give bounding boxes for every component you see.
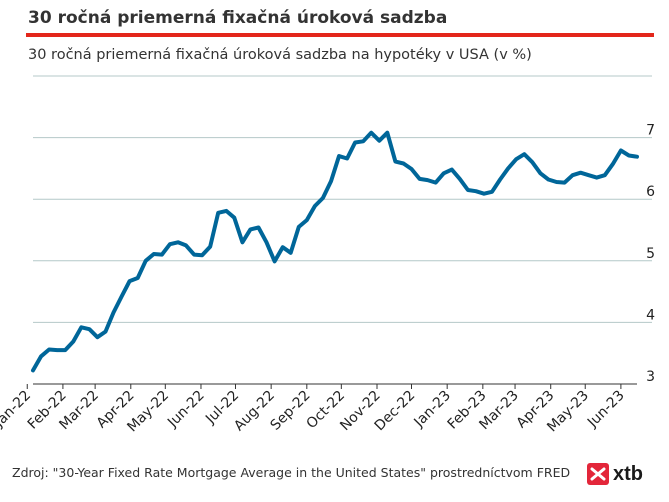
x-tick-label: Aug-22 xyxy=(231,388,278,435)
y-tick-label: 4 xyxy=(646,307,655,323)
xtb-logo-icon xyxy=(587,463,609,485)
x-tick-label: Jun-23 xyxy=(584,388,628,432)
source-note: Zdroj: "30-Year Fixed Rate Mortgage Aver… xyxy=(12,465,571,480)
y-tick-label: 5 xyxy=(646,246,655,262)
y-tick-label: 6 xyxy=(646,184,655,200)
chart-subtitle: 30 ročná priemerná fixačná úroková sadzb… xyxy=(28,47,532,63)
gridlines xyxy=(33,75,652,323)
x-tick-label: Jun-22 xyxy=(164,388,208,432)
y-tick-label: 7 xyxy=(646,123,655,139)
x-tick-label: Sep-22 xyxy=(267,388,313,434)
xtb-logo-text: xtb xyxy=(613,463,643,485)
title-underline xyxy=(26,33,654,37)
y-axis-tick-labels: 3 4 5 6 7 xyxy=(646,123,655,385)
x-axis: Jan-22Feb-22Mar-22Apr-22May-22Jun-22Jul-… xyxy=(0,383,637,435)
series-line xyxy=(31,130,639,373)
chart-title: 30 ročná priemerná fixačná úroková sadzb… xyxy=(28,8,448,28)
series-group xyxy=(31,130,639,373)
brand-logo: xtb xyxy=(587,461,643,487)
y-tick-label: 3 xyxy=(646,369,655,385)
